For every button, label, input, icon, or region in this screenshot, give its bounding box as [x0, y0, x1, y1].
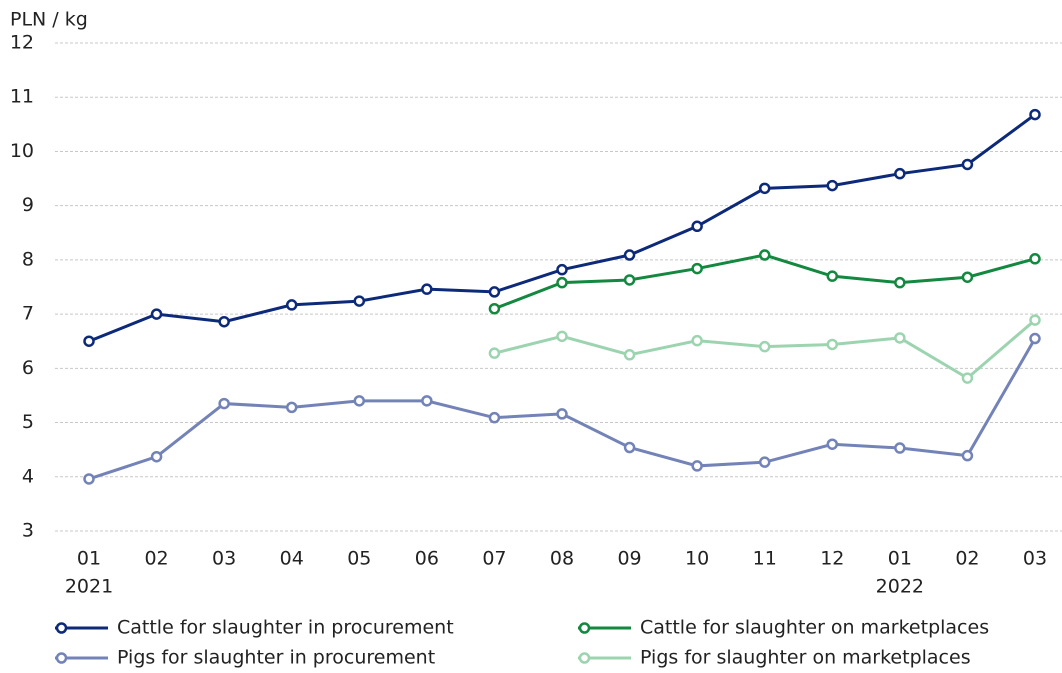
point	[353, 295, 366, 307]
point	[1029, 314, 1041, 326]
x-tick-label: 04	[280, 548, 304, 570]
x-tick-label: 12	[820, 548, 844, 570]
point	[623, 249, 636, 261]
x-tick-label: 08	[550, 548, 574, 570]
point	[150, 450, 163, 463]
point	[488, 411, 501, 424]
y-tick-label: 11	[10, 86, 34, 108]
point	[691, 460, 703, 472]
point	[83, 335, 95, 347]
point	[961, 271, 974, 283]
point	[894, 276, 906, 289]
point	[488, 347, 501, 359]
year-label: 2022	[876, 576, 924, 598]
x-tick-label: 09	[617, 548, 641, 570]
point	[961, 449, 974, 462]
y-tick-label: 5	[22, 411, 34, 433]
x-tick-label: 06	[415, 548, 439, 570]
point	[218, 315, 230, 328]
point	[961, 158, 974, 171]
y-tick-label: 8	[22, 248, 34, 270]
point	[691, 334, 703, 347]
point	[556, 276, 568, 289]
point	[83, 473, 95, 485]
x-tick-label: 05	[347, 548, 371, 570]
point	[353, 395, 366, 407]
y-tick-label: 9	[22, 194, 34, 216]
point	[488, 286, 501, 298]
x-tick-label: 03	[212, 548, 236, 570]
point	[758, 182, 771, 195]
point	[556, 330, 568, 343]
series-line	[88, 113, 1036, 343]
point	[1029, 253, 1041, 265]
point	[826, 338, 839, 351]
legend-label: Cattle for slaughter in procurement	[117, 617, 454, 639]
point	[758, 456, 771, 468]
point	[758, 249, 771, 261]
y-tick-label: 4	[22, 465, 34, 487]
y-tick-label: 7	[22, 303, 34, 325]
point	[826, 270, 839, 282]
legend-label: Pigs for slaughter on marketplaces	[640, 647, 971, 669]
year-label: 2021	[65, 576, 113, 598]
point	[691, 262, 703, 275]
x-tick-label: 01	[888, 548, 912, 570]
point	[421, 283, 433, 295]
point	[691, 220, 703, 233]
point	[623, 441, 636, 454]
x-tick-label: 07	[482, 548, 506, 570]
point	[623, 349, 636, 361]
x-tick-label: 10	[685, 548, 709, 570]
x-tick-label: 03	[1023, 548, 1047, 570]
point	[421, 395, 433, 407]
point	[1029, 108, 1041, 121]
y-tick-label: 6	[22, 357, 34, 379]
legend-label: Cattle for slaughter on marketplaces	[640, 617, 989, 639]
x-tick-label: 01	[77, 548, 101, 570]
point	[556, 263, 568, 276]
point	[894, 442, 906, 454]
point	[758, 340, 771, 353]
point	[623, 274, 636, 286]
point	[285, 299, 298, 311]
x-tick-label: 02	[955, 548, 979, 570]
legend-marker	[578, 652, 591, 664]
series-line	[493, 253, 1036, 311]
legend-marker	[55, 622, 68, 634]
point	[218, 397, 230, 410]
x-tick-label: 02	[144, 548, 168, 570]
legend-marker	[578, 622, 591, 634]
legend-label: Pigs for slaughter in procurement	[117, 647, 435, 669]
point	[1029, 332, 1041, 345]
point	[826, 438, 839, 450]
point	[961, 372, 974, 384]
point	[285, 401, 298, 414]
legend-marker	[55, 652, 68, 664]
point	[150, 308, 163, 320]
point	[894, 332, 906, 344]
y-tick-label: 12	[10, 32, 34, 54]
point	[488, 302, 501, 315]
y-axis-label: PLN / kg	[10, 9, 88, 31]
y-tick-label: 3	[22, 520, 34, 542]
point	[826, 179, 839, 192]
x-tick-label: 11	[753, 548, 777, 570]
y-tick-label: 10	[10, 140, 34, 162]
point	[894, 167, 906, 180]
point	[556, 408, 568, 420]
